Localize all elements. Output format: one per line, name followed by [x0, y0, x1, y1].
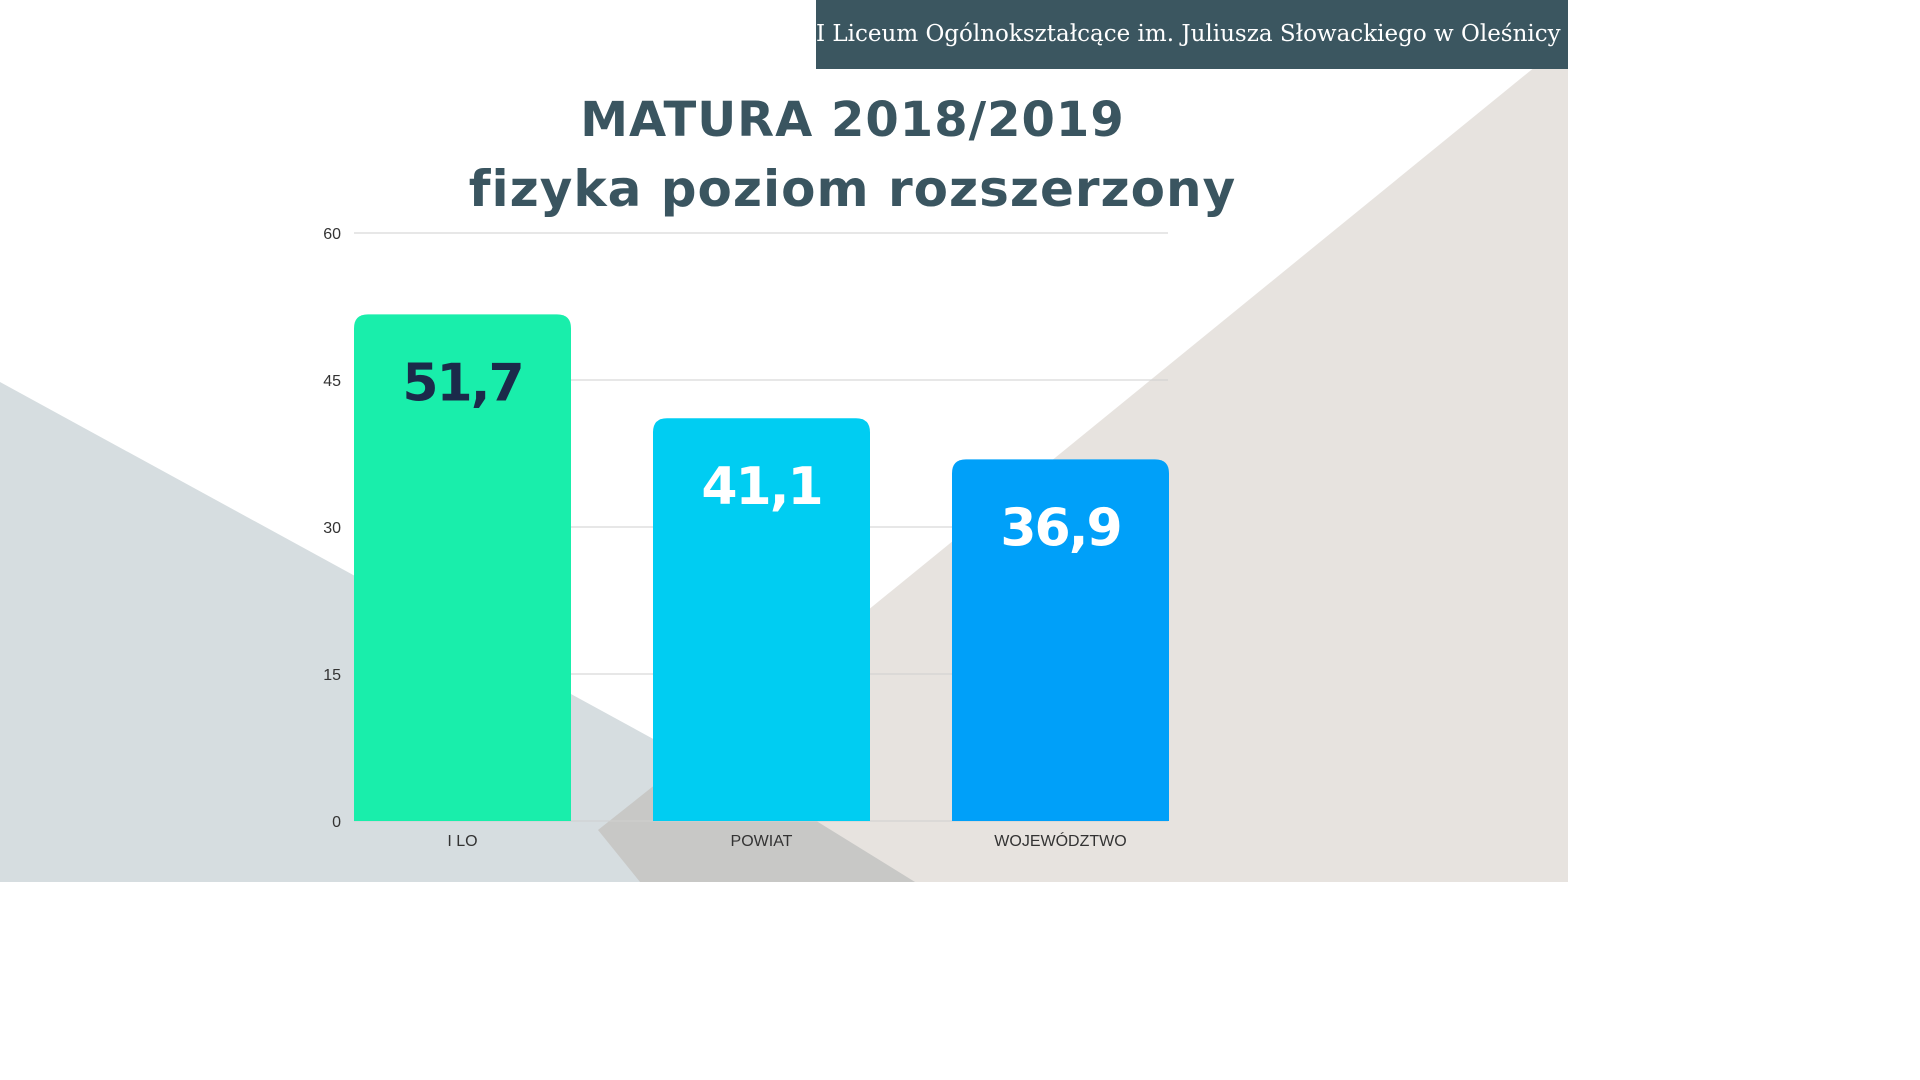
school-banner: I Liceum Ogólnokształcące im. Juliusza S…: [816, 0, 1568, 69]
data-label: 41,1: [701, 457, 821, 517]
chart-subtitle: fizyka poziom rozszerzony: [468, 160, 1237, 218]
data-label: 51,7: [402, 353, 522, 413]
x-tick-label: I LO: [447, 833, 477, 850]
x-tick-label: WOJEWÓDZTWO: [994, 831, 1126, 850]
chart-title: MATURA 2018/2019: [580, 92, 1125, 148]
bar-chart: 0 15 30 45 60 51,7 I LO 41,1 POWIAT 36,9 WOJEWÓDZT…: [323, 226, 1169, 850]
data-label: 36,9: [1000, 498, 1120, 558]
bar: [354, 314, 571, 821]
bar: [952, 459, 1169, 821]
bar: [653, 418, 870, 821]
y-tick-label: 0: [332, 814, 341, 831]
y-tick-label: 30: [323, 520, 341, 537]
y-tick-label: 15: [323, 667, 341, 684]
y-tick-label: 45: [323, 373, 341, 390]
y-tick-label: 60: [323, 226, 341, 243]
x-tick-label: POWIAT: [731, 833, 793, 850]
